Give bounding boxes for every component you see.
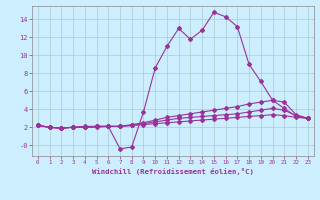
X-axis label: Windchill (Refroidissement éolien,°C): Windchill (Refroidissement éolien,°C) — [92, 168, 254, 175]
